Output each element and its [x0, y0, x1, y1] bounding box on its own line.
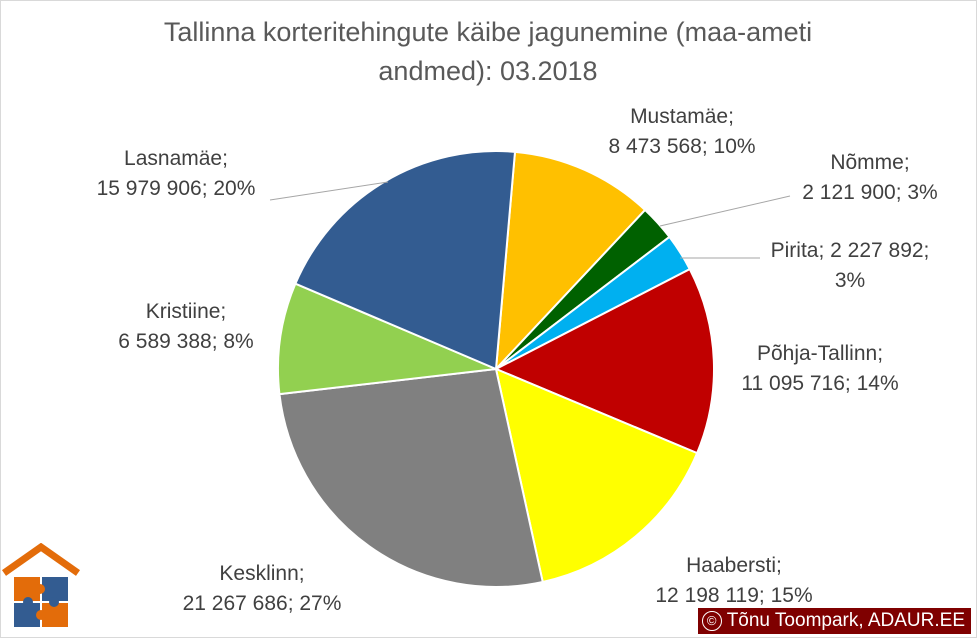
pie-slices [277, 150, 715, 588]
leader-line-nõmme [659, 195, 791, 227]
data-label-nõmme: Nõmme; 2 121 900; 3% [802, 151, 937, 204]
pie-slice-kristiine [277, 282, 500, 396]
data-label-lasnamäe: Lasnamäe; 15 979 906; 20% [97, 147, 256, 200]
data-label-kesklinn: Kesklinn; 21 267 686; 27% [183, 562, 342, 615]
data-labels: Mustamäe; 8 473 568; 10% Nõmme; 2 121 900; … [97, 105, 938, 615]
chart-title-line: andmed): 03.2018 [378, 56, 597, 86]
pie-slice-põhja-tallinn [493, 267, 715, 455]
pie-slice-haabersti [494, 367, 699, 584]
data-label-mustamäe: Mustamäe; 8 473 568; 10% [608, 105, 755, 158]
data-label-kristiine: Kristiine; 6 589 388; 8% [118, 300, 253, 353]
leader-lines [269, 181, 791, 259]
leader-line-lasnamäe [269, 181, 389, 201]
copyright-icon: © [701, 611, 722, 631]
copyright-text: Tõnu Toompark, ADAUR.EE [726, 610, 965, 631]
copyright-badge: © Tõnu Toompark, ADAUR.EE [697, 608, 971, 634]
data-label-haabersti: Haabersti; 12 198 119; 15% [655, 554, 812, 607]
data-label-põhja-tallinn: Põhja-Tallinn; 11 095 716; 14% [741, 342, 898, 395]
pie-slice-kesklinn [278, 367, 544, 588]
pie-slice-mustamäe [494, 150, 647, 372]
house-puzzle-logo [1, 543, 81, 627]
data-label-pirita: Pirita; 2 227 892; 3% [771, 239, 930, 292]
chart-title: Tallinna korteritehingute käibe jagunemi… [164, 17, 812, 86]
chart-title-line: Tallinna korteritehingute käibe jagunemi… [164, 17, 812, 47]
